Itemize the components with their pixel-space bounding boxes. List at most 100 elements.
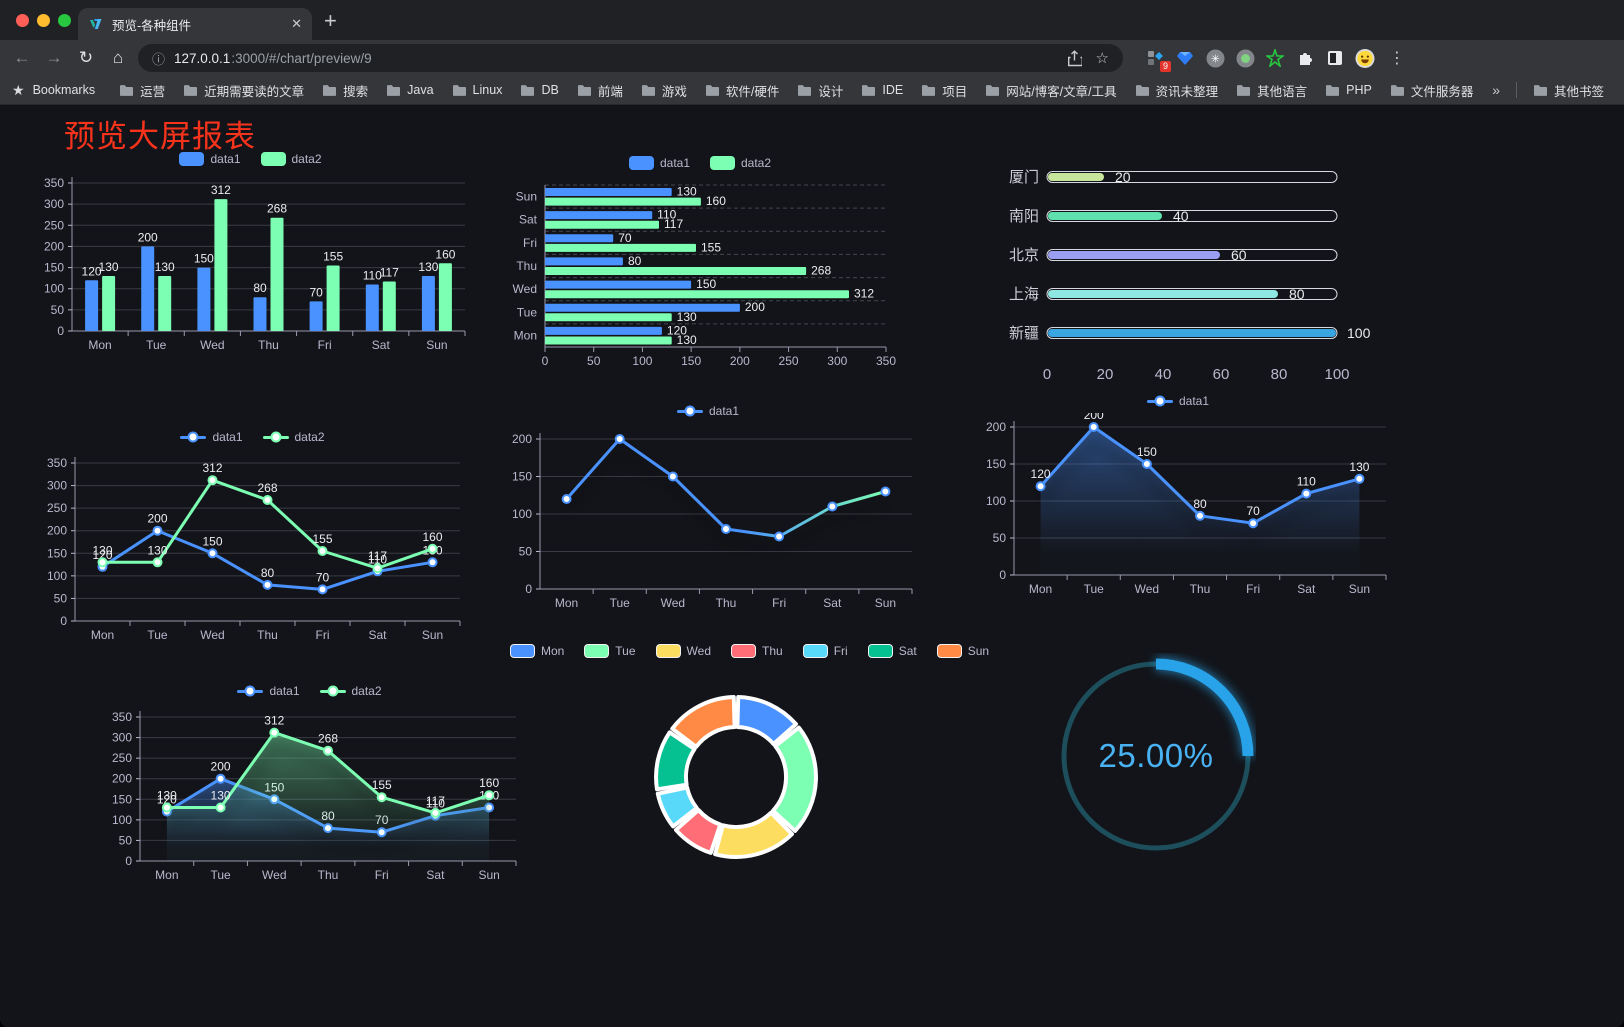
legend-item-data1[interactable]: data1 bbox=[179, 152, 241, 166]
home-button-icon[interactable]: ⌂ bbox=[112, 48, 124, 67]
bookmark-folder[interactable]: 文件服务器 bbox=[1382, 78, 1482, 103]
bookmark-folder[interactable]: 近期需要读的文章 bbox=[175, 78, 312, 103]
y-tick-label: 100 bbox=[44, 282, 64, 296]
y-tick-label: 250 bbox=[112, 751, 132, 765]
folder-icon bbox=[1533, 84, 1547, 96]
window-zoom-button[interactable] bbox=[58, 14, 71, 27]
chart-donut-pie[interactable]: Mon Tue Wed Thu Fri Sat Sun bbox=[509, 641, 989, 888]
bookmark-folder[interactable]: IDE bbox=[853, 80, 911, 100]
back-button-icon[interactable]: ← bbox=[13, 48, 31, 67]
legend-item-Tue[interactable]: Tue bbox=[584, 644, 636, 658]
pie-segment-Sat[interactable] bbox=[654, 730, 697, 792]
ext-gem-icon[interactable] bbox=[1175, 48, 1195, 68]
ext-green-dot-circle-icon[interactable] bbox=[1235, 48, 1255, 68]
pie-segment-Wed[interactable] bbox=[713, 810, 794, 859]
share-icon[interactable] bbox=[1067, 49, 1082, 67]
gauge-progress-arc bbox=[1155, 658, 1254, 757]
legend-item-data2[interactable]: data2 bbox=[710, 156, 771, 170]
line-chart-canvas: 0 50 100 150 200 250 300 350 Mon Tue Wed Thu Fri Sat S… bbox=[47, 456, 461, 642]
bookmark-folder[interactable]: 项目 bbox=[913, 78, 975, 103]
chart-line-gradient[interactable]: data1 0 50 100 150 200 Mon Tue Wed Thu Fri Sat Sun bbox=[492, 401, 924, 628]
legend-item-Thu[interactable]: Thu bbox=[731, 644, 783, 658]
legend-item-data1[interactable]: data1 bbox=[628, 156, 690, 170]
browser-tab-active[interactable]: 预览-各种组件 ✕ bbox=[78, 8, 312, 40]
other-bookmarks-folder[interactable]: 其他书签 bbox=[1525, 78, 1612, 103]
pie-segment-Mon[interactable] bbox=[735, 695, 798, 746]
chart-gauge[interactable]: 25.00% bbox=[1056, 653, 1256, 863]
bookmark-folder[interactable]: 网站/博客/文章/工具 bbox=[977, 78, 1124, 103]
pie-segment-Sun[interactable] bbox=[670, 695, 737, 749]
bookmark-star-icon[interactable]: ☆ bbox=[1095, 50, 1109, 67]
pie-segment-Thu[interactable] bbox=[674, 808, 723, 855]
legend-item-data2[interactable]: data2 bbox=[260, 152, 322, 166]
reload-button-icon[interactable]: ↻ bbox=[78, 48, 94, 67]
x-tick-label: Mon bbox=[1029, 582, 1052, 596]
legend-item-data1[interactable]: data1 bbox=[237, 684, 300, 698]
profile-avatar-emoji[interactable] bbox=[1355, 48, 1375, 68]
bar-data2 bbox=[102, 276, 116, 331]
legend-label: Sat bbox=[898, 644, 917, 658]
pie-segment-Tue[interactable] bbox=[771, 725, 818, 833]
address-bar[interactable]: ⓘ 127.0.0.1 :3000/#/chart/preview/9 ☆ bbox=[138, 44, 1123, 72]
legend-item-data1[interactable]: data1 bbox=[676, 404, 739, 418]
pie-segment-Fri[interactable] bbox=[655, 785, 699, 829]
bookmark-folder[interactable]: 其他语言 bbox=[1228, 78, 1315, 103]
bookmark-folder[interactable]: 软件/硬件 bbox=[697, 78, 787, 103]
bar-data2 bbox=[545, 267, 807, 275]
bar-data1 bbox=[545, 188, 672, 196]
ext-command-circle-icon[interactable]: ✳ bbox=[1205, 48, 1225, 68]
bookmark-folder[interactable]: Linux bbox=[444, 80, 511, 100]
bookmark-folder[interactable]: Java bbox=[378, 80, 441, 100]
x-tick-label: Sat bbox=[372, 338, 391, 352]
chart-line-two-series[interactable]: data1 data2 0 50 100 150 200 250 300 350 Mon Tue Wed… bbox=[30, 427, 475, 660]
bookmark-folder[interactable]: 搜索 bbox=[314, 78, 376, 103]
chart-horizontal-bar[interactable]: data1 data2 Sun 130 160 Sat 110 117 Fri 70 155 Thu 8… bbox=[500, 153, 900, 382]
bookmark-folder[interactable]: PHP bbox=[1317, 80, 1380, 100]
chart-grouped-bar[interactable]: data1 data2 0 50 100 150 200 250 300 350 Mon Tue Wed… bbox=[28, 149, 473, 372]
new-tab-button[interactable]: + bbox=[324, 8, 337, 33]
legend-item-data2[interactable]: data2 bbox=[262, 430, 325, 444]
forward-button-icon[interactable]: → bbox=[45, 48, 63, 67]
folder-icon bbox=[862, 84, 876, 96]
bookmark-folder[interactable]: 运营 bbox=[111, 78, 173, 103]
bookmark-folder[interactable]: DB bbox=[512, 80, 566, 100]
bookmark-folder[interactable]: 设计 bbox=[789, 78, 851, 103]
bar-data2 bbox=[326, 265, 340, 331]
bar-data2 bbox=[545, 336, 672, 345]
value-label: 130 bbox=[1349, 460, 1369, 474]
bookmarks-overflow-chevron[interactable]: » bbox=[1492, 82, 1500, 98]
ext-panel-icon[interactable] bbox=[1325, 48, 1345, 68]
point-marker-data2 bbox=[161, 802, 172, 813]
bookmark-folder[interactable]: 前端 bbox=[569, 78, 631, 103]
legend-item-Sat[interactable]: Sat bbox=[867, 644, 917, 658]
window-close-button[interactable] bbox=[16, 14, 29, 27]
legend-item-data1[interactable]: data1 bbox=[1146, 394, 1209, 408]
ext-green-star-icon[interactable] bbox=[1265, 48, 1285, 68]
legend-item-data2[interactable]: data2 bbox=[319, 684, 382, 698]
legend-item-Wed[interactable]: Wed bbox=[655, 644, 711, 658]
chart-city-progress-bars[interactable]: 厦门 20 南阳 40 北京 60 上海 80 新疆 100 0 20 40 60 80 100 bbox=[995, 161, 1395, 396]
path-shape bbox=[922, 84, 936, 96]
ext-tampermonkey-icon[interactable]: 9 bbox=[1145, 48, 1171, 72]
bar-data1 bbox=[545, 257, 623, 266]
chart-area-two-series[interactable]: data1 data2 0 50 100 150 200 250 300 350 Mon Tue Wed… bbox=[92, 681, 527, 902]
chart-area-single[interactable]: data1 0 50 100 150 200 Mon Tue Wed Thu Fri Sat Sun 12… bbox=[962, 391, 1394, 614]
legend-item-Mon[interactable]: Mon bbox=[509, 644, 564, 658]
page-info-icon[interactable]: ⓘ bbox=[152, 51, 166, 67]
y-tick-label: 50 bbox=[519, 545, 533, 559]
legend-item-data1[interactable]: data1 bbox=[180, 430, 243, 444]
legend-item-Fri[interactable]: Fri bbox=[802, 644, 848, 658]
legend-color-chip bbox=[179, 152, 205, 166]
legend-item-Sun[interactable]: Sun bbox=[936, 644, 989, 658]
bar-data2 bbox=[382, 281, 396, 331]
ext-puzzle-icon[interactable] bbox=[1295, 48, 1315, 68]
bookmark-folder[interactable]: 资讯未整理 bbox=[1127, 78, 1227, 103]
legend-label: data1 bbox=[212, 430, 243, 444]
bookmark-folder-label: 资讯未整理 bbox=[1155, 84, 1219, 99]
window-minimize-button[interactable] bbox=[37, 14, 50, 27]
tab-close-icon[interactable]: ✕ bbox=[291, 16, 302, 31]
bookmark-folder[interactable]: 游戏 bbox=[633, 78, 695, 103]
x-tick-label: 20 bbox=[1097, 366, 1114, 383]
point-marker-data2 bbox=[152, 557, 163, 568]
browser-menu-icon[interactable]: ⋮ bbox=[1389, 50, 1405, 67]
